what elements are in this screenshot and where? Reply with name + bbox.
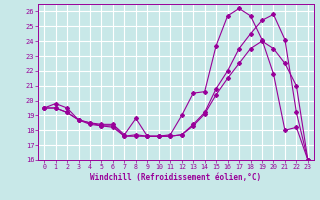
X-axis label: Windchill (Refroidissement éolien,°C): Windchill (Refroidissement éolien,°C) xyxy=(91,173,261,182)
